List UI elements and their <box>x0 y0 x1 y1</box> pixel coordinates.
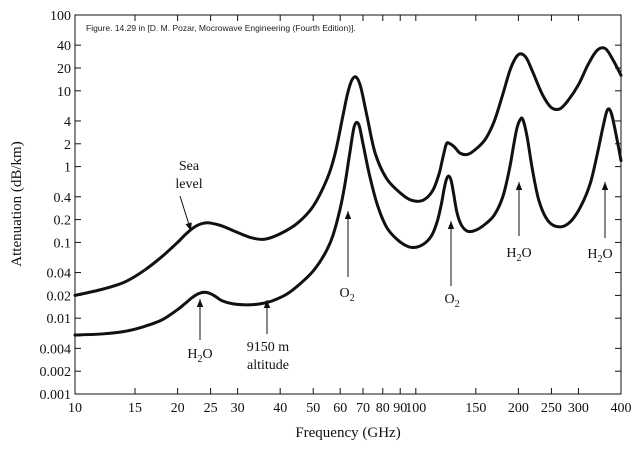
h2o-arrow-183ghz-head <box>515 182 523 190</box>
y-axis-title: Attenuation (dB/km) <box>9 141 25 266</box>
y-tick-label: 4 <box>64 115 71 130</box>
y-axis-ticks: 0.001 0.002 0.004 0.01 0.02 0.04 0.1 0.2 0.4 1 2 4 1… <box>40 9 621 403</box>
x-tick-label: 250 <box>541 401 562 416</box>
sea-level-label-line1: Sea <box>179 159 200 174</box>
x-tick-label: 300 <box>568 401 589 416</box>
x-tick-label: 80 <box>376 401 390 416</box>
h2o-label-183ghz: H2O <box>506 246 531 264</box>
h2o-arrow-24ghz-head <box>196 299 204 307</box>
y-tick-label: 10 <box>57 85 71 100</box>
altitude-9150m-curve <box>73 107 623 337</box>
h2o-arrow-325ghz-head <box>601 182 609 190</box>
x-tick-label: 100 <box>405 401 426 416</box>
y-tick-label: 0.4 <box>54 191 72 206</box>
x-tick-label: 25 <box>204 401 218 416</box>
y-tick-label: 0.02 <box>47 289 72 304</box>
y-tick-label: 0.002 <box>40 365 72 380</box>
y-tick-label: 20 <box>57 62 71 77</box>
y-tick-label: 0.01 <box>47 312 72 327</box>
o2-label-60ghz: O2 <box>339 286 354 304</box>
figure-caption: Figure. 14.29 in [D. M. Pozar, Mocrowave… <box>86 23 356 33</box>
x-tick-label: 30 <box>231 401 245 416</box>
y-tick-label: 0.001 <box>40 388 72 403</box>
annotations: Sea level 9150 m altitude H2O O2 O2 H2O H2O <box>175 159 612 373</box>
sea-level-curve <box>73 46 623 297</box>
x-tick-label: 20 <box>171 401 185 416</box>
y-tick-label: 0.2 <box>54 214 72 229</box>
o2-label-118ghz: O2 <box>444 292 459 310</box>
o2-arrow-118ghz-head <box>447 221 455 229</box>
h2o-label-24ghz: H2O <box>187 347 212 365</box>
x-tick-label: 90 <box>393 401 407 416</box>
y-tick-label: 40 <box>57 39 71 54</box>
x-tick-label: 400 <box>611 401 632 416</box>
plot-frame <box>74 14 622 395</box>
y-tick-label: 100 <box>50 9 71 24</box>
sea-level-arrow-head <box>185 222 192 231</box>
y-tick-label: 0.1 <box>54 236 72 251</box>
y-tick-label: 0.004 <box>40 342 72 357</box>
series-curves <box>73 46 623 337</box>
x-tick-label: 15 <box>128 401 142 416</box>
x-tick-label: 50 <box>306 401 320 416</box>
x-tick-label: 70 <box>356 401 370 416</box>
x-axis-title: Frequency (GHz) <box>295 425 400 441</box>
x-tick-label: 200 <box>508 401 529 416</box>
x-tick-label: 150 <box>465 401 486 416</box>
y-tick-label: 2 <box>64 138 71 153</box>
x-tick-label: 60 <box>333 401 347 416</box>
y-tick-label: 0.04 <box>47 267 72 282</box>
altitude-label-line1: 9150 m <box>247 340 290 355</box>
altitude-label-line2: altitude <box>247 358 289 373</box>
o2-arrow-60ghz-head <box>344 211 352 219</box>
x-tick-label: 40 <box>273 401 287 416</box>
x-tick-label: 10 <box>68 401 82 416</box>
h2o-label-325ghz: H2O <box>587 247 612 265</box>
y-tick-label: 1 <box>64 161 71 176</box>
altitude-arrow-head <box>263 300 271 308</box>
sea-level-label-line2: level <box>175 177 202 192</box>
